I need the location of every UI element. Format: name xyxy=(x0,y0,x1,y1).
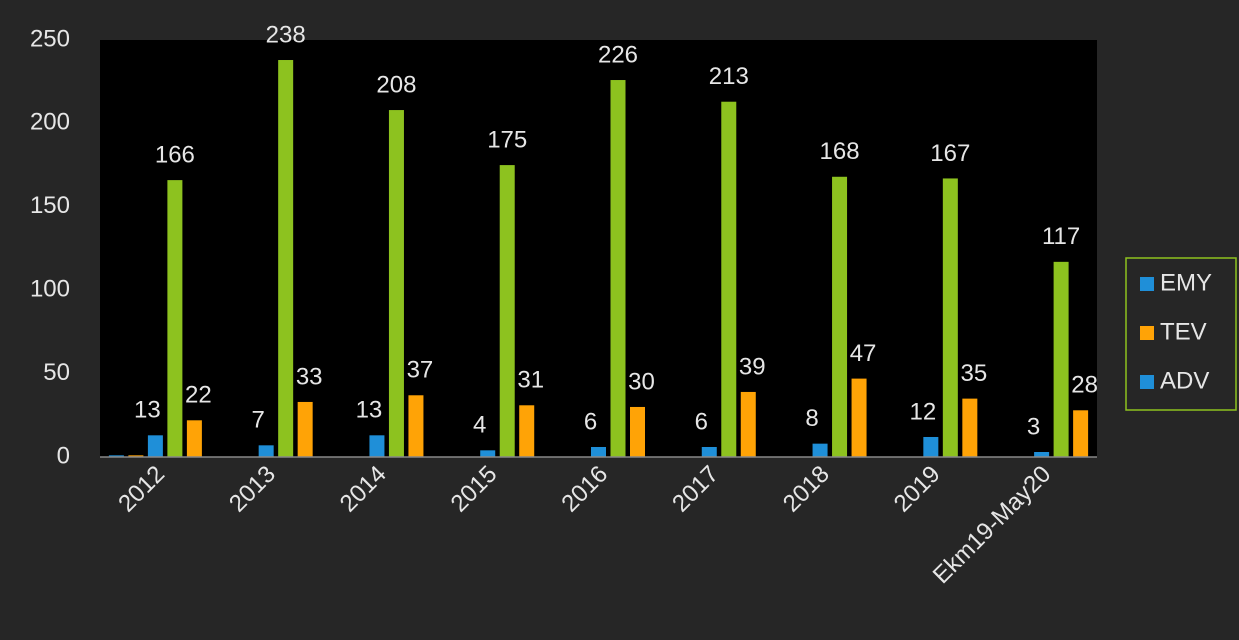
bar xyxy=(128,455,144,457)
bar xyxy=(740,391,756,457)
data-label: 167 xyxy=(930,140,970,167)
bar xyxy=(721,101,737,457)
bar xyxy=(167,180,183,457)
data-label: 37 xyxy=(407,357,434,384)
bar xyxy=(108,455,124,457)
legend-box xyxy=(1125,257,1237,411)
data-label: 7 xyxy=(251,407,264,434)
data-label: 6 xyxy=(695,408,708,435)
legend-label: ADV xyxy=(1160,367,1209,394)
data-label: 30 xyxy=(628,368,655,395)
data-label: 213 xyxy=(709,63,749,90)
bar xyxy=(369,435,385,457)
y-tick-label: 0 xyxy=(57,442,70,469)
bar xyxy=(812,443,828,457)
bar xyxy=(499,165,515,457)
bar xyxy=(942,178,958,457)
legend-swatch xyxy=(1140,326,1154,340)
bar xyxy=(832,176,848,457)
bar xyxy=(630,406,645,457)
y-tick-label: 250 xyxy=(30,25,70,52)
data-label: 208 xyxy=(376,71,416,98)
bar xyxy=(278,60,294,458)
y-tick-label: 50 xyxy=(43,359,70,386)
plot-area xyxy=(100,40,1097,457)
legend-label: TEV xyxy=(1160,318,1207,345)
bar xyxy=(1053,261,1069,457)
bar xyxy=(701,446,717,457)
legend-label: EMY xyxy=(1160,269,1212,296)
data-label: 6 xyxy=(584,408,597,435)
data-label: 3 xyxy=(1027,413,1040,440)
data-label: 13 xyxy=(134,397,161,424)
bar xyxy=(851,378,867,457)
data-label: 166 xyxy=(155,141,195,168)
data-label: 238 xyxy=(266,21,306,48)
bar xyxy=(923,436,939,457)
data-label: 47 xyxy=(850,340,877,367)
bar xyxy=(591,446,606,457)
y-tick-label: 200 xyxy=(30,109,70,136)
data-label: 33 xyxy=(296,363,323,390)
bar xyxy=(610,80,626,458)
legend-swatch xyxy=(1140,375,1154,389)
data-label: 22 xyxy=(185,382,212,409)
y-tick-label: 150 xyxy=(30,192,70,219)
data-label: 35 xyxy=(960,360,987,387)
data-label: 226 xyxy=(598,41,638,68)
data-label: 4 xyxy=(473,412,486,439)
data-label: 13 xyxy=(356,397,383,424)
data-label: 168 xyxy=(820,138,860,165)
bar xyxy=(962,398,978,457)
bar xyxy=(186,420,202,457)
data-label: 12 xyxy=(909,398,936,425)
bar xyxy=(408,395,424,457)
legend-swatch xyxy=(1140,277,1154,291)
data-label: 8 xyxy=(805,405,818,432)
bar xyxy=(147,435,163,457)
data-label: 117 xyxy=(1042,223,1080,250)
data-label: 31 xyxy=(517,367,544,394)
bar xyxy=(258,445,274,457)
bar xyxy=(1034,451,1050,457)
data-label: 28 xyxy=(1071,372,1098,399)
data-label: 39 xyxy=(739,353,766,380)
bar xyxy=(297,401,313,457)
data-label: 175 xyxy=(487,126,527,153)
bar xyxy=(1073,410,1089,457)
bar xyxy=(480,450,496,457)
bar xyxy=(388,110,404,457)
y-tick-label: 100 xyxy=(30,276,70,303)
bar xyxy=(519,405,535,457)
